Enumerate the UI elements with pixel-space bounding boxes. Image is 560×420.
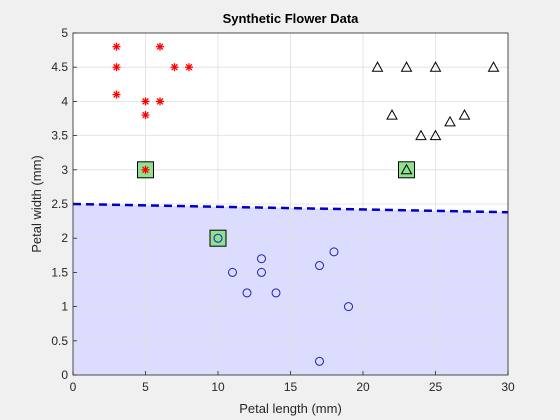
triangle-point	[487, 61, 500, 72]
asterisk-point	[141, 111, 150, 120]
asterisk-point	[170, 63, 179, 72]
y-tick-label: 4.5	[51, 60, 68, 74]
triangle-point	[444, 115, 456, 127]
triangle-point	[400, 61, 413, 72]
circle-point	[315, 356, 324, 366]
x-tick-label: 5	[142, 380, 149, 394]
circle-point	[315, 261, 324, 271]
triangle-point	[400, 163, 413, 175]
y-tick-label: 5	[61, 26, 68, 40]
circle-point	[344, 302, 353, 312]
circle-point	[242, 288, 252, 298]
asterisk-point	[112, 90, 121, 99]
triangle-point	[415, 129, 427, 141]
chart-title: Synthetic Flower Data	[223, 11, 360, 26]
y-tick-label: 1	[61, 300, 68, 314]
decision-boundary-line	[72, 202, 509, 214]
data-points	[112, 42, 500, 366]
y-tick-label: 4	[61, 94, 68, 108]
y-tick-label: 2.5	[51, 197, 68, 211]
circle-point	[257, 267, 266, 277]
triangle-point	[386, 109, 398, 120]
y-tick-label: 2	[61, 231, 68, 245]
x-tick-label: 20	[356, 380, 370, 394]
circle-point	[213, 233, 223, 243]
y-tick-label: 0.5	[51, 334, 68, 348]
triangle-point	[429, 61, 442, 72]
asterisk-point	[141, 97, 150, 106]
x-tick-label: 10	[211, 380, 225, 394]
circle-point	[329, 247, 339, 257]
circle-point	[257, 254, 266, 264]
x-tick-label: 0	[70, 380, 77, 394]
triangle-point	[371, 61, 384, 72]
y-axis-label: Petal width (mm)	[29, 155, 44, 253]
asterisk-point	[185, 63, 193, 72]
y-tick-label: 0	[61, 368, 68, 382]
circle-point	[228, 267, 237, 277]
x-tick-label: 25	[429, 380, 443, 394]
triangle-point	[429, 129, 442, 141]
y-tick-label: 1.5	[51, 265, 68, 279]
axis-ticks: 0 5 10 15 20 25 30 0 0.5 1 1.5 2 2.5 3 3.5 4 4.5 5	[51, 26, 515, 394]
asterisk-point	[141, 165, 150, 174]
asterisk-point	[112, 63, 121, 72]
triangle-point	[458, 109, 471, 120]
y-tick-label: 3	[61, 163, 68, 177]
asterisk-point	[112, 42, 121, 51]
y-tick-label: 3.5	[51, 129, 68, 143]
x-tick-label: 15	[284, 380, 298, 394]
asterisk-point	[156, 42, 164, 51]
circle-point	[271, 288, 281, 298]
asterisk-point	[156, 97, 164, 106]
x-tick-label: 30	[501, 380, 515, 394]
x-axis-label: Petal length (mm)	[239, 401, 342, 416]
highlight-box	[209, 229, 227, 247]
